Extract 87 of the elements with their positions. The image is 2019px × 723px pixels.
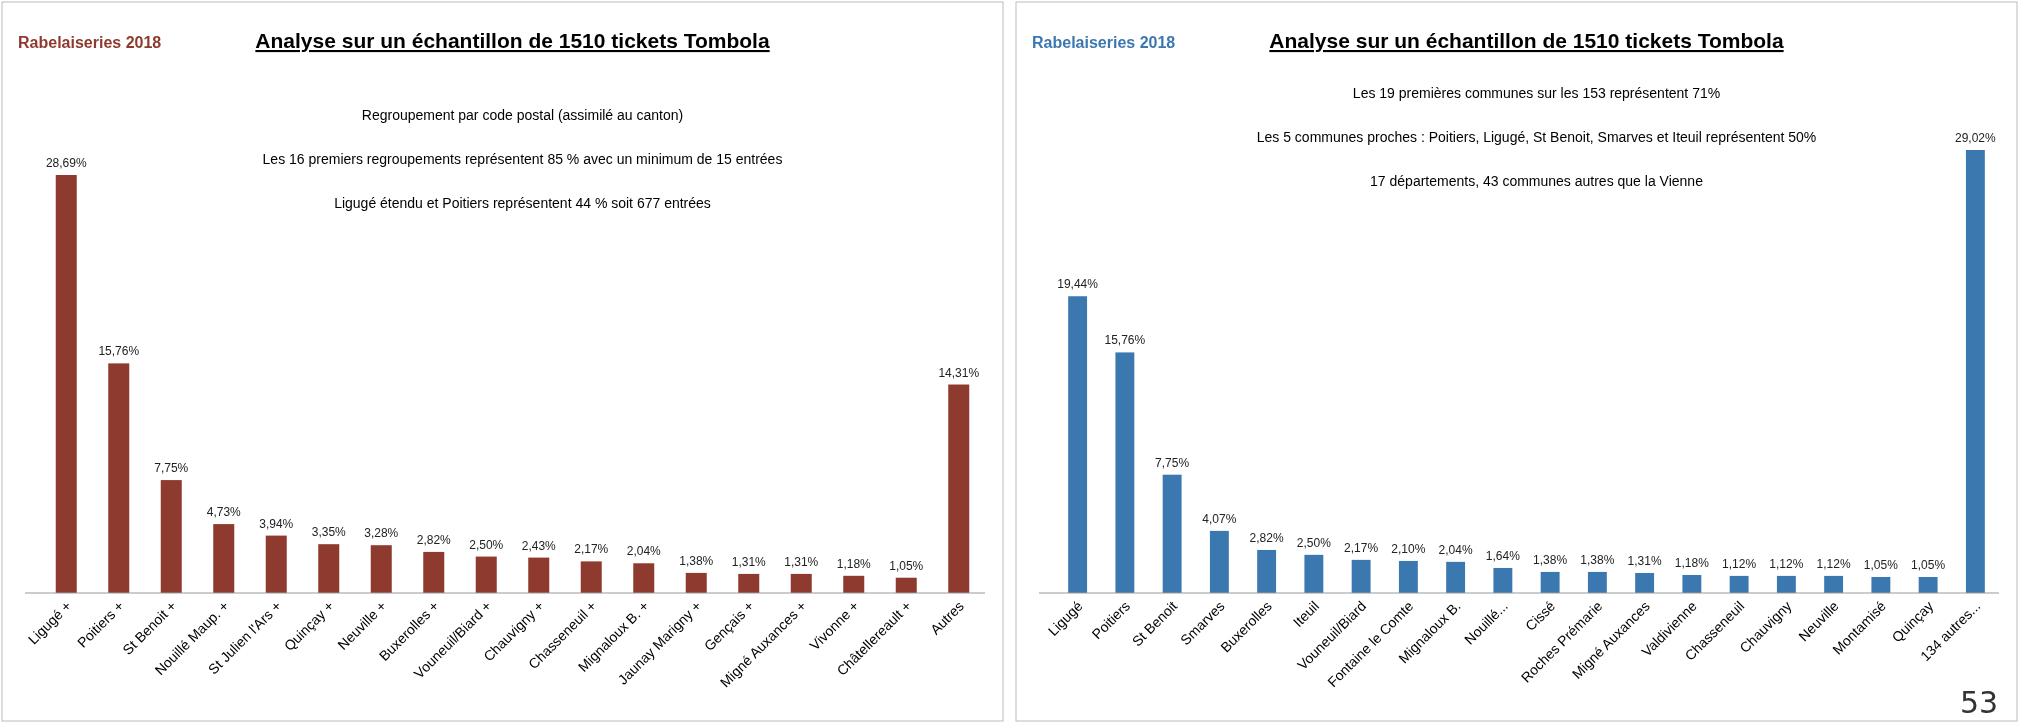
- bar: [1209, 530, 1229, 593]
- bar: [948, 384, 970, 593]
- bar: [843, 575, 865, 593]
- data-label: 1,18%: [1674, 555, 1710, 570]
- bar: [318, 544, 340, 593]
- bar: [1824, 575, 1844, 593]
- data-label: 2,17%: [574, 542, 609, 557]
- bar: [55, 175, 77, 593]
- bar: [580, 561, 602, 593]
- data-label: 1,05%: [889, 558, 924, 573]
- data-label: 2,50%: [1296, 535, 1332, 550]
- data-label: 1,12%: [1769, 556, 1804, 571]
- data-label: 3,35%: [311, 525, 347, 540]
- bar: [108, 363, 130, 593]
- text: 53: [1959, 685, 1999, 720]
- data-label: 4,07%: [1202, 511, 1237, 526]
- data-label: 3,28%: [364, 526, 399, 541]
- bar: [1776, 575, 1796, 593]
- bar: [1398, 560, 1418, 593]
- data-label: 1,38%: [1533, 552, 1568, 567]
- data-label: 1,31%: [731, 554, 767, 569]
- data-label: 28,69%: [45, 156, 87, 170]
- data-label: 1,31%: [784, 554, 819, 569]
- data-label: 2,82%: [1249, 530, 1284, 545]
- data-label: 1,38%: [679, 553, 714, 568]
- data-label: 2,04%: [1438, 542, 1473, 557]
- bar: [1493, 567, 1513, 593]
- bar: [213, 524, 235, 593]
- data-label: 2,43%: [521, 538, 557, 553]
- data-label: 2,50%: [469, 537, 504, 552]
- bar: [1304, 554, 1324, 593]
- bar: [1115, 352, 1135, 593]
- annotation: Ligugé étendu et Poitiers représentent 44 % soit 677 entrées: [334, 195, 711, 211]
- bar: [1257, 549, 1277, 593]
- data-label: 7,75%: [1155, 455, 1190, 470]
- bar: [1446, 561, 1466, 593]
- text: Les 5 communes proches : Poitiers, Ligugé, St Benoit, Smarves et Iteuil représentent 50%: [1256, 129, 1817, 145]
- chart-subtitle: Rabelaiseries 2018: [1032, 34, 1176, 51]
- text: Regroupement par code postal (assimilé au canton): [361, 107, 684, 123]
- bar: [475, 556, 497, 593]
- bar: [685, 572, 707, 593]
- data-label: 1,18%: [836, 556, 872, 571]
- text: Les 19 premières communes sur les 153 représentent 71%: [1352, 85, 1721, 101]
- data-label: 2,17%: [1344, 540, 1379, 555]
- annotation: 17 départements, 43 communes autres que la Vienne: [1370, 173, 1704, 189]
- bar: [895, 577, 917, 593]
- bar: [1871, 576, 1891, 593]
- chart-title: Analyse sur un échantillon de 1510 tickets Tombola: [255, 29, 770, 52]
- data-label: 3,94%: [259, 516, 294, 531]
- bar: [633, 563, 655, 593]
- data-label: 1,38%: [1580, 552, 1615, 567]
- data-label: 7,75%: [154, 461, 189, 476]
- data-label: 1,31%: [1627, 554, 1662, 568]
- data-label: 15,76%: [1104, 333, 1146, 348]
- data-label: 2,10%: [1391, 541, 1426, 556]
- bar: [1965, 150, 1985, 593]
- bar: [790, 573, 812, 593]
- bar: [265, 535, 287, 593]
- data-label: 1,12%: [1816, 556, 1851, 571]
- bar: [1682, 574, 1702, 593]
- bar: [1351, 559, 1371, 593]
- bar: [1918, 576, 1938, 593]
- bar: [528, 557, 550, 593]
- chart-title: Analyse sur un échantillon de 1510 tickets Tombola: [1269, 29, 1784, 52]
- text: Les 16 premiers regroupements représentent 85 % avec un minimum de 15 entrées: [262, 151, 783, 167]
- data-label: 14,31%: [938, 365, 980, 380]
- chart-subtitle: Rabelaiseries 2018: [18, 34, 162, 51]
- bar: [1587, 571, 1607, 593]
- data-label: 19,44%: [1057, 277, 1099, 292]
- data-label: 29,02%: [1955, 131, 1997, 145]
- bar: [1635, 573, 1655, 593]
- bar: [160, 480, 182, 593]
- data-label: 2,82%: [416, 532, 452, 547]
- data-label: 2,04%: [626, 544, 662, 559]
- data-label: 15,76%: [98, 344, 140, 359]
- data-label: 1,12%: [1722, 556, 1757, 571]
- bar: [423, 551, 445, 593]
- bar: [1729, 575, 1749, 593]
- data-label: 1,64%: [1485, 548, 1521, 563]
- bar: [1162, 474, 1182, 593]
- bar: [370, 545, 392, 593]
- data-label: 1,05%: [1911, 557, 1946, 572]
- bar: [738, 573, 760, 593]
- bar: [1068, 296, 1088, 593]
- data-label: 4,73%: [206, 505, 242, 520]
- bar: [1540, 571, 1560, 593]
- data-label: 1,05%: [1863, 557, 1899, 572]
